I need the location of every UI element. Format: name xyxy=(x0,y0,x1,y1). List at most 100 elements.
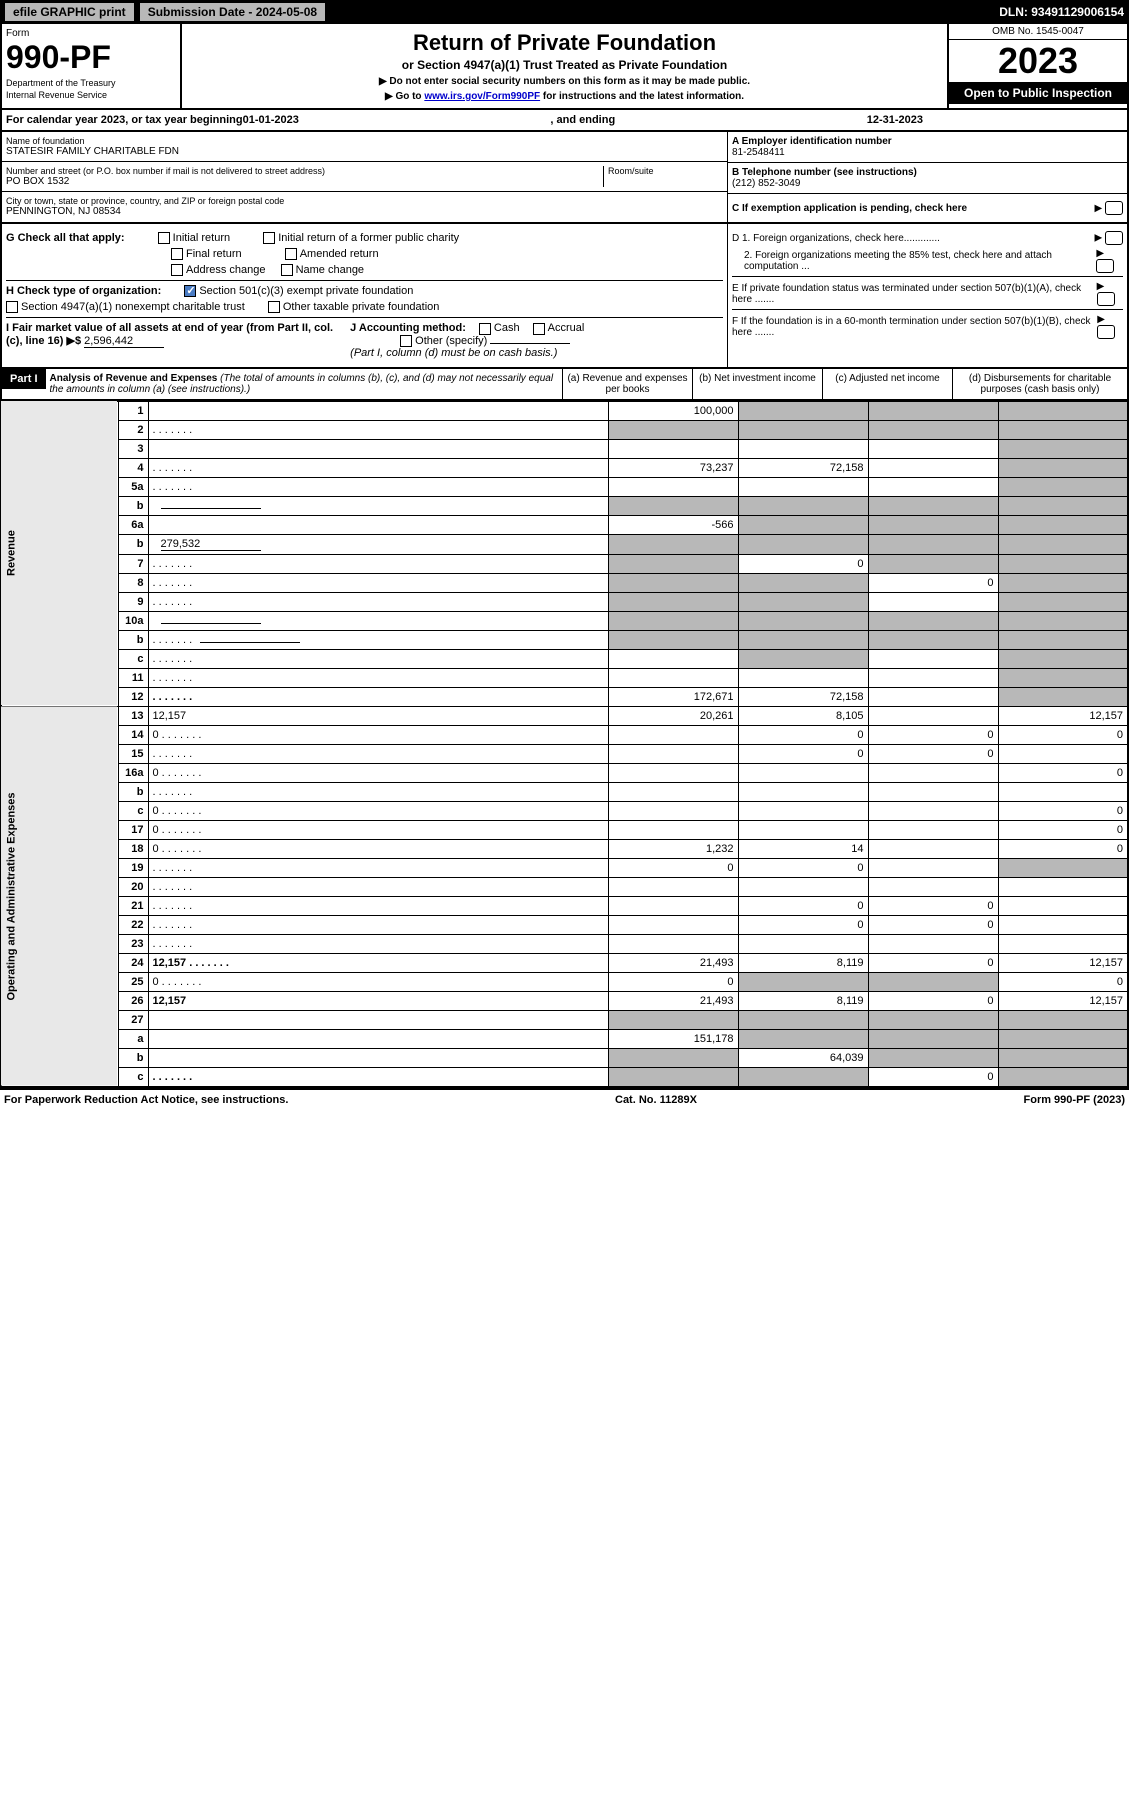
amount-cell xyxy=(738,782,868,801)
amount-cell: 0 xyxy=(868,915,998,934)
amount-cell xyxy=(868,934,998,953)
f-checkbox[interactable] xyxy=(1097,325,1115,339)
f-row: F If the foundation is in a 60-month ter… xyxy=(732,309,1123,339)
dept-irs: Internal Revenue Service xyxy=(6,90,176,100)
form-label: Form xyxy=(6,28,176,39)
goto-pre: ▶ Go to xyxy=(385,91,424,102)
name-change-checkbox[interactable] xyxy=(281,264,293,276)
other-taxable-checkbox[interactable] xyxy=(268,301,280,313)
row-number: b xyxy=(118,1048,148,1067)
amount-cell xyxy=(868,877,998,896)
row-number: b xyxy=(118,782,148,801)
e-checkbox[interactable] xyxy=(1097,292,1115,306)
final-return-checkbox[interactable] xyxy=(171,248,183,260)
efile-button[interactable]: efile GRAPHIC print xyxy=(5,3,134,21)
amount-cell xyxy=(998,420,1128,439)
col-c-header: (c) Adjusted net income xyxy=(822,369,952,399)
amount-cell xyxy=(868,782,998,801)
row-desc: . . . . . . . xyxy=(148,687,608,706)
amount-cell: 0 xyxy=(868,953,998,972)
address-change-checkbox[interactable] xyxy=(171,264,183,276)
foundation-name-row: Name of foundation STATESIR FAMILY CHARI… xyxy=(2,132,727,162)
c-checkbox[interactable] xyxy=(1105,201,1123,215)
j-cash: Cash xyxy=(494,322,520,334)
row-number: c xyxy=(118,1067,148,1087)
address-row: Number and street (or P.O. box number if… xyxy=(2,162,727,192)
501c3-checkbox[interactable] xyxy=(184,285,196,297)
row-number: 14 xyxy=(118,725,148,744)
d1-checkbox[interactable] xyxy=(1105,231,1123,245)
amount-cell xyxy=(738,611,868,630)
footer-mid: Cat. No. 11289X xyxy=(615,1094,697,1106)
table-row: 2412,157 . . . . . . .21,4938,119012,157 xyxy=(1,953,1128,972)
row-desc: 12,157 . . . . . . . xyxy=(148,953,608,972)
amount-cell xyxy=(608,801,738,820)
row-number: 1 xyxy=(118,401,148,420)
amount-cell: 8,119 xyxy=(738,991,868,1010)
g-row-2: Final return Amended return xyxy=(171,248,723,260)
row-desc: 0 . . . . . . . xyxy=(148,763,608,782)
table-row: 5a . . . . . . . xyxy=(1,477,1128,496)
amount-cell: 72,158 xyxy=(738,687,868,706)
g-row-3: Address change Name change xyxy=(171,264,723,276)
table-row: b xyxy=(1,496,1128,515)
j-label: J Accounting method: xyxy=(350,322,466,334)
row-number: 13 xyxy=(118,706,148,725)
phone-label: B Telephone number (see instructions) xyxy=(732,167,1123,178)
row-desc: . . . . . . . xyxy=(148,554,608,573)
row-desc xyxy=(148,1048,608,1067)
amount-cell xyxy=(738,668,868,687)
part1-title: Analysis of Revenue and Expenses xyxy=(50,373,218,384)
amount-cell xyxy=(738,1010,868,1029)
irs-link[interactable]: www.irs.gov/Form990PF xyxy=(424,91,540,102)
amount-cell xyxy=(868,496,998,515)
initial-former-checkbox[interactable] xyxy=(263,232,275,244)
cal-end: 12-31-2023 xyxy=(867,114,923,126)
amount-cell xyxy=(998,439,1128,458)
amount-cell xyxy=(868,515,998,534)
expenses-label: Operating and Administrative Expenses xyxy=(1,706,118,1087)
d2-checkbox[interactable] xyxy=(1096,259,1114,273)
amount-cell: 0 xyxy=(868,725,998,744)
amount-cell xyxy=(608,554,738,573)
amended-return-checkbox[interactable] xyxy=(285,248,297,260)
row-desc: . . . . . . . xyxy=(148,934,608,953)
initial-return-checkbox[interactable] xyxy=(158,232,170,244)
e-label: E If private foundation status was termi… xyxy=(732,283,1097,305)
g-opt-3: Amended return xyxy=(300,248,379,260)
g-opt-4: Address change xyxy=(186,264,266,276)
amount-cell: 8,119 xyxy=(738,953,868,972)
table-row: 2612,15721,4938,119012,157 xyxy=(1,991,1128,1010)
table-row: 7 . . . . . . .0 xyxy=(1,554,1128,573)
other-method-checkbox[interactable] xyxy=(400,335,412,347)
amount-cell xyxy=(868,630,998,649)
amount-cell: 0 xyxy=(998,763,1128,782)
row-desc xyxy=(148,515,608,534)
table-row: Operating and Administrative Expenses131… xyxy=(1,706,1128,725)
ssn-note: ▶ Do not enter social security numbers o… xyxy=(188,76,941,87)
amount-cell xyxy=(608,877,738,896)
g-label: G Check all that apply: xyxy=(6,232,125,244)
row-desc: . . . . . . . xyxy=(148,458,608,477)
amount-cell xyxy=(608,934,738,953)
amount-cell: 100,000 xyxy=(608,401,738,420)
amount-cell: 0 xyxy=(998,972,1128,991)
row-desc: . . . . . . . xyxy=(148,668,608,687)
cal-begin: 01-01-2023 xyxy=(243,114,299,126)
h2: Section 4947(a)(1) nonexempt charitable … xyxy=(21,301,245,313)
row-number: 18 xyxy=(118,839,148,858)
footer-left: For Paperwork Reduction Act Notice, see … xyxy=(4,1094,288,1106)
accrual-checkbox[interactable] xyxy=(533,323,545,335)
row-desc: . . . . . . . xyxy=(148,858,608,877)
submission-date: Submission Date - 2024-05-08 xyxy=(140,3,325,21)
d1-row: D 1. Foreign organizations, check here..… xyxy=(732,231,1123,245)
row-number: 26 xyxy=(118,991,148,1010)
i-value: 2,596,442 xyxy=(84,335,164,348)
cash-checkbox[interactable] xyxy=(479,323,491,335)
tax-year: 2023 xyxy=(949,40,1127,82)
footer: For Paperwork Reduction Act Notice, see … xyxy=(0,1088,1129,1110)
amount-cell xyxy=(608,649,738,668)
amount-cell: 0 xyxy=(998,801,1128,820)
amount-cell xyxy=(868,801,998,820)
4947-checkbox[interactable] xyxy=(6,301,18,313)
